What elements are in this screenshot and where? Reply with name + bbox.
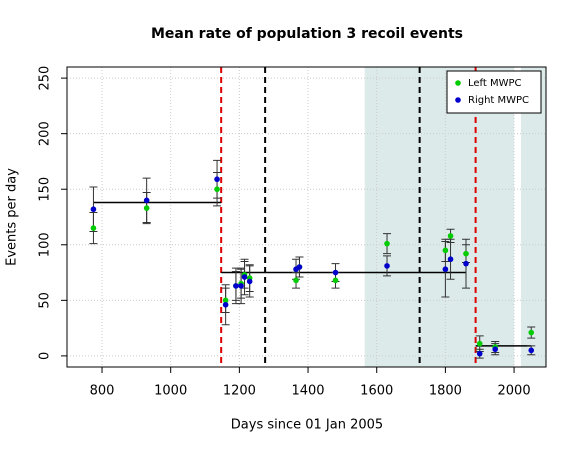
x-axis-label: Days since 01 Jan 2005 [231, 418, 383, 433]
point [222, 297, 229, 304]
point [528, 329, 535, 336]
point [246, 278, 253, 285]
shaded-region [520, 67, 546, 367]
chart-title: Mean rate of population 3 recoil events [151, 26, 463, 42]
point [447, 233, 454, 239]
point [143, 205, 150, 211]
point [90, 225, 97, 231]
point [222, 301, 229, 308]
y-tick-label: 100 [38, 232, 53, 257]
point [528, 347, 535, 354]
shaded-region [364, 67, 515, 367]
point [233, 283, 239, 289]
legend-marker [455, 80, 461, 86]
point [476, 350, 483, 357]
point [214, 186, 220, 193]
legend-label: Right MWPC [468, 95, 529, 106]
y-tick-label: 50 [38, 292, 53, 309]
x-tick-label: 1200 [223, 384, 256, 399]
y-tick-label: 0 [38, 352, 53, 360]
point [476, 340, 483, 347]
x-tick-label: 1800 [429, 384, 462, 399]
legend-label: Left MWPC [468, 78, 522, 89]
point [241, 274, 248, 280]
x-tick-label: 1600 [360, 384, 393, 399]
legend-marker [455, 97, 461, 103]
y-tick-label: 150 [38, 177, 53, 202]
legend-box [446, 70, 542, 114]
point [332, 277, 339, 284]
point [442, 266, 449, 273]
point [384, 263, 390, 269]
point [214, 176, 220, 183]
point [296, 264, 303, 270]
point [384, 240, 390, 247]
point [143, 197, 150, 204]
x-tick-label: 2000 [498, 384, 531, 399]
x-tick-label: 800 [90, 384, 115, 399]
point [492, 346, 498, 353]
point [447, 256, 454, 263]
x-tick-label: 1000 [154, 384, 187, 399]
y-tick-label: 250 [38, 66, 53, 91]
x-tick-label: 1400 [291, 384, 324, 399]
point [442, 247, 449, 254]
point [463, 250, 469, 257]
point [332, 269, 339, 276]
point [90, 206, 97, 213]
y-tick-label: 200 [38, 121, 53, 146]
point [463, 260, 469, 267]
point [238, 283, 244, 289]
plot-frame [66, 66, 547, 368]
point [293, 277, 299, 284]
y-axis-label: Events per day [5, 168, 20, 266]
